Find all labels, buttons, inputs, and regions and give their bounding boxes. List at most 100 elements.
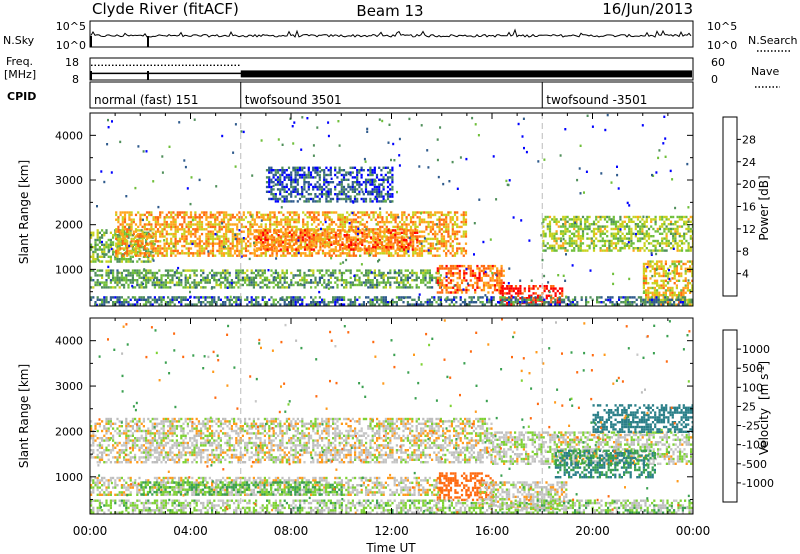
heatmap-cell [639, 239, 642, 243]
heatmap-cell [145, 218, 149, 221]
heatmap-cell [407, 248, 410, 251]
heatmap-cell [139, 252, 142, 255]
heatmap-cell [645, 235, 648, 238]
heatmap-cell [467, 267, 470, 270]
heatmap-cell [501, 289, 504, 293]
heatmap-cell [275, 247, 278, 250]
heatmap-cell [219, 303, 222, 306]
heatmap-cell [152, 254, 155, 257]
heatmap-cell [384, 281, 387, 284]
heatmap-cell [160, 274, 163, 277]
heatmap-cell [161, 247, 164, 250]
heatmap-cell [129, 274, 132, 277]
heatmap-cell [557, 247, 560, 250]
heatmap-cell [231, 232, 234, 236]
heatmap-cell [675, 284, 678, 287]
heatmap-cell [352, 254, 355, 257]
heatmap-cell [149, 271, 152, 275]
heatmap-cell [405, 235, 408, 238]
heatmap-cell [621, 239, 624, 243]
heatmap-cell [237, 271, 240, 275]
heatmap-cell [119, 213, 122, 217]
heatmap-cell [673, 282, 676, 285]
heatmap-cell [295, 252, 298, 255]
heatmap-cell [691, 279, 693, 282]
heatmap-cell [447, 211, 450, 214]
heatmap-cell [431, 296, 434, 299]
heatmap-cell [284, 223, 287, 226]
heatmap-cell [229, 247, 232, 250]
heatmap-cell [151, 303, 154, 306]
heatmap-cell [395, 303, 398, 306]
heatmap-cell [262, 252, 265, 255]
heatmap-cell [257, 231, 260, 234]
heatmap-cell [196, 237, 199, 241]
heatmap-cell [387, 252, 391, 255]
heatmap-cell [126, 254, 129, 257]
heatmap-cell [310, 248, 313, 251]
heatmap-cell [415, 301, 418, 304]
heatmap-cell [557, 225, 560, 228]
heatmap-cell [394, 213, 397, 217]
heatmap-cell [445, 225, 448, 229]
heatmap-cell [412, 220, 415, 224]
heatmap-cell [295, 238, 298, 242]
heatmap-cell [326, 244, 329, 248]
heatmap-cell [667, 272, 670, 275]
heatmap-cell [244, 281, 247, 284]
heatmap-cell [357, 249, 360, 253]
heatmap-cell [339, 243, 342, 246]
heatmap-cell [134, 243, 137, 246]
heatmap-cell [255, 303, 258, 306]
heatmap-cell [647, 296, 650, 299]
heatmap-cell [674, 237, 677, 240]
heatmap-cell [280, 223, 283, 226]
heatmap-cell [195, 303, 198, 306]
heatmap-cell [687, 225, 690, 228]
heatmap-cell [415, 274, 418, 277]
heatmap-cell [142, 296, 145, 299]
heatmap-cell [389, 276, 392, 279]
heatmap-cell [226, 276, 229, 279]
heatmap-cell [552, 297, 555, 300]
heatmap-cell [351, 281, 354, 284]
heatmap-cell [442, 244, 446, 248]
heatmap-cell [262, 244, 265, 248]
heatmap-cell [318, 296, 321, 299]
heatmap-cell [481, 301, 484, 304]
heatmap-cell [244, 225, 248, 229]
heatmap-cell [358, 229, 362, 232]
heatmap-cell [136, 238, 139, 242]
heatmap-cell [423, 240, 426, 243]
heatmap-cell [427, 216, 430, 219]
heatmap-cell [262, 234, 265, 237]
heatmap-cell [310, 286, 313, 289]
heatmap-cell [211, 235, 215, 238]
heatmap-cell [691, 274, 693, 278]
noise-right-label: N.Search [748, 34, 798, 47]
heatmap-cell [202, 296, 205, 299]
heatmap-cell [528, 297, 531, 300]
heatmap-cell [405, 218, 408, 221]
heatmap-cell [360, 283, 363, 287]
heatmap-cell [544, 244, 547, 247]
heatmap-cell [103, 246, 106, 249]
heatmap-cell [599, 249, 602, 252]
heatmap-cell [460, 281, 464, 285]
heatmap-cell [445, 220, 448, 224]
heatmap-cell [676, 247, 679, 250]
heatmap-cell [250, 269, 253, 272]
heatmap-cell [684, 286, 687, 290]
heatmap-cell [308, 254, 311, 257]
heatmap-cell [678, 272, 681, 275]
heatmap-cell [125, 234, 128, 237]
heatmap-cell [107, 276, 110, 279]
heatmap-cell [581, 230, 585, 233]
heatmap-cell [302, 211, 305, 214]
heatmap-cell [156, 218, 160, 221]
heatmap-cell [125, 258, 128, 261]
heatmap-cell [579, 242, 582, 245]
heatmap-cell [514, 298, 517, 301]
heatmap-cell [158, 281, 161, 284]
heatmap-cell [396, 254, 399, 257]
